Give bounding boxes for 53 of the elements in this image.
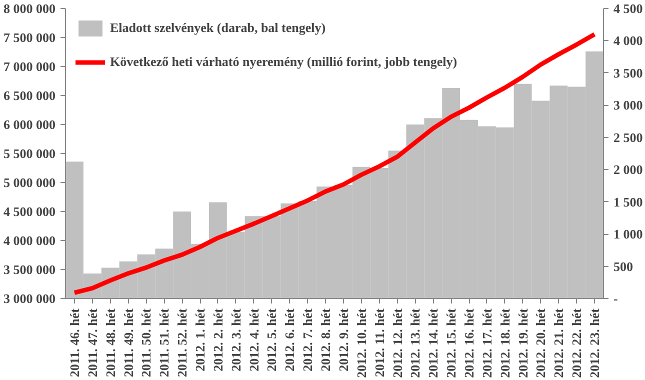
y2-tick-label: - [614,291,618,306]
x-tick-label: 2011. 49. hét [120,308,136,378]
x-tick-label: 2012. 21. hét [551,308,566,378]
x-tick-label: 2012. 11. hét [372,308,387,378]
x-tick-label: 2012. 5. hét [264,308,280,372]
x-tick-label: 2012. 2. hét [210,308,226,372]
x-tick-label: 2012. 20. hét [533,308,548,378]
y-tick-label: 5 000 000 [4,175,56,190]
x-tick-label: 2012. 15. hét [444,308,459,378]
y-tick-label: 3 000 000 [4,291,56,306]
x-tick-label: 2012. 4. hét [246,308,262,372]
x-tick-label: 2012. 3. hét [228,308,244,372]
x-tick-label: 2011. 47. hét [84,308,100,378]
x-tick-label: 2011. 50. hét [138,308,154,378]
x-tick-label: 2012. 22. hét [569,308,584,378]
x-tick-label: 2012. 18. hét [497,308,512,378]
y2-tick-label: 3 000 [614,98,643,113]
x-tick-label: 2012. 14. hét [426,308,441,378]
x-tick-label: 2011. 51. hét [156,308,172,378]
x-tick-label: 2012. 12. hét [390,308,405,378]
x-tick-label: 2012. 7. hét [300,308,316,372]
y-tick-label: 7 500 000 [4,30,56,45]
y-tick-label: 3 500 000 [4,262,56,277]
x-tick-label: 2012. 23. hét [587,308,602,378]
x-tick-label: 2012. 9. hét [336,308,351,372]
x-tick-label: 2012. 10. hét [354,308,369,378]
y2-tick-label: 2 500 [614,130,643,145]
y2-tick-label: 2 000 [614,162,643,178]
y2-tick-label: 4 500 [614,1,643,16]
x-tick-label: 2012. 1. hét [192,308,208,372]
x-tick-label: 2012. 17. hét [479,308,494,378]
y-tick-label: 8 000 000 [4,1,56,16]
y-tick-label: 6 500 000 [4,88,56,103]
x-tick-label: 2012. 19. hét [515,308,530,378]
y-tick-label: 4 500 000 [4,204,56,219]
x-tick-label: 2011. 52. hét [174,308,190,378]
x-tick-label: 2012. 6. hét [282,308,298,372]
y2-tick-label: 1 500 [614,194,643,210]
y-tick-label: 5 500 000 [4,146,56,161]
x-tick-label: 2011. 46. hét [66,308,82,378]
x-tick-label: 2011. 48. hét [102,308,118,378]
x-tick-label: 2012. 16. hét [462,308,476,378]
y2-tick-label: 500 [614,258,633,274]
x-tick-label: 2012. 13. hét [408,308,423,378]
legend-label: Következő heti várható nyeremény (millió forint, jobb tengely) [110,54,458,70]
y2-tick-label: 1 000 [614,226,643,242]
y2-tick-label: 3 500 [614,65,643,80]
y2-tick-label: 4 000 [614,33,643,48]
legend-label: Eladott szelvények (darab, bal tengely) [110,20,326,36]
y-tick-label: 4 000 000 [4,233,56,248]
x-tick-label: 2012. 8. hét [318,308,334,372]
y-tick-label: 7 000 000 [4,59,56,74]
y-tick-label: 6 000 000 [4,117,56,132]
